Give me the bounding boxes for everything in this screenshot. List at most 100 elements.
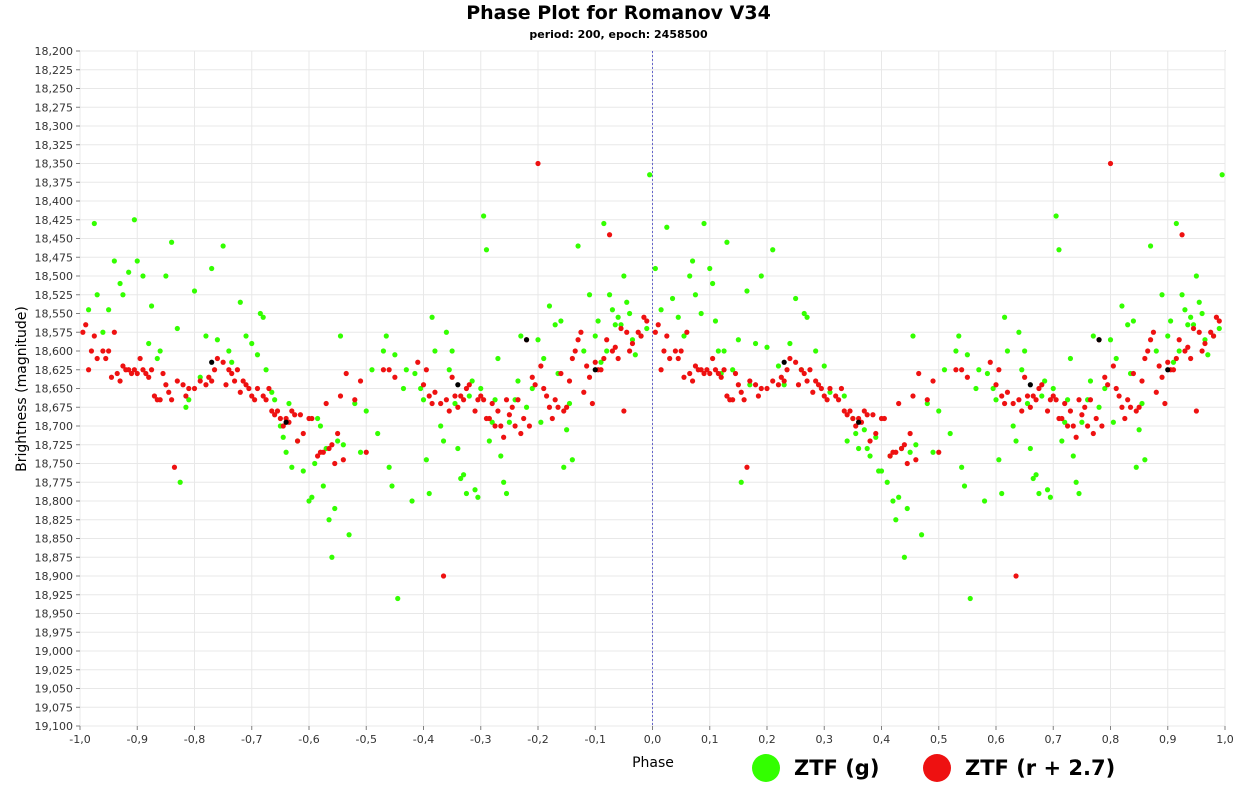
y-tick-label: 19,075: [35, 701, 74, 714]
data-point-series-1: [1182, 348, 1188, 354]
y-tick-label: 19,050: [35, 683, 74, 696]
data-point-series-1: [841, 408, 847, 414]
y-tick-label: 18,650: [35, 383, 74, 396]
data-point-series-1: [283, 415, 289, 422]
data-point-series-0: [478, 385, 484, 392]
data-point-series-0: [1090, 333, 1096, 339]
data-point-series-1: [111, 329, 117, 335]
x-tick-label: -0,3: [470, 733, 491, 746]
data-point-series-0: [335, 438, 341, 444]
data-point-series-0: [312, 460, 318, 467]
data-point-series-0: [1219, 172, 1225, 178]
data-point-series-1: [249, 393, 255, 399]
data-point-series-1: [1208, 329, 1214, 335]
data-point-series-1: [1087, 397, 1094, 403]
data-point-series-1: [873, 430, 879, 437]
data-point-series-1: [415, 359, 421, 365]
x-axis: -1,0 -0,9 -0,8 -0,7 -0,6 -0,5 -0,4 -0,3 -0,2 -0,1…: [69, 726, 1234, 746]
x-tick-label: 0,1: [701, 733, 719, 746]
data-point-series-0: [389, 483, 395, 489]
data-point-series-0: [644, 325, 650, 332]
data-point-series-0: [483, 247, 490, 253]
data-point-series-1: [512, 423, 518, 429]
data-point-series-1: [206, 374, 212, 380]
data-point-series-0: [770, 247, 776, 253]
data-point-series-0: [861, 427, 867, 433]
data-point-series-2: [781, 359, 787, 365]
data-point-series-0: [1139, 400, 1145, 407]
data-point-series-1: [747, 378, 753, 384]
data-point-series-0: [1136, 427, 1142, 433]
data-point-series-1: [1050, 393, 1056, 399]
data-point-series-1: [443, 397, 449, 403]
data-point-series-1: [629, 340, 636, 347]
data-point-series-0: [735, 337, 741, 343]
data-point-series-1: [621, 408, 627, 414]
data-point-series-1: [707, 370, 713, 377]
data-point-series-1: [240, 378, 246, 384]
data-point-series-0: [692, 292, 699, 298]
data-point-series-1: [627, 348, 633, 354]
data-point-series-1: [738, 389, 744, 395]
data-point-series-0: [1188, 314, 1194, 320]
chart-title: Phase Plot for Romanov V34: [466, 2, 771, 24]
data-point-series-0: [169, 239, 175, 245]
data-point-series-1: [254, 385, 261, 392]
data-point-series-0: [598, 359, 604, 365]
data-point-series-1: [83, 322, 89, 328]
y-tick-label: 19,000: [35, 645, 74, 658]
data-point-series-1: [853, 423, 859, 429]
data-point-series-1: [1090, 430, 1096, 437]
data-point-series-0: [100, 329, 106, 335]
data-point-series-0: [501, 479, 507, 485]
data-point-series-0: [689, 258, 696, 264]
data-point-series-0: [999, 490, 1005, 497]
data-point-series-1: [220, 359, 226, 365]
data-point-series-0: [481, 213, 487, 219]
data-point-series-1: [609, 348, 616, 354]
data-point-series-1: [784, 367, 790, 373]
data-point-series-0: [967, 595, 973, 602]
data-point-series-0: [595, 318, 601, 324]
data-point-series-1: [787, 355, 793, 362]
data-point-series-0: [523, 404, 530, 410]
data-point-series-0: [409, 498, 415, 504]
x-tick-label: -0,7: [241, 733, 262, 746]
data-point-series-0: [148, 303, 155, 309]
data-point-series-0: [715, 348, 721, 354]
data-point-series-1: [1145, 348, 1151, 354]
data-point-series-1: [1196, 329, 1202, 335]
data-point-series-1: [518, 430, 524, 437]
x-tick-label: 0,2: [758, 733, 776, 746]
data-point-series-0: [289, 464, 295, 470]
data-point-series-1: [515, 397, 521, 403]
data-point-series-0: [758, 273, 764, 279]
y-tick-label: 18,425: [35, 214, 74, 227]
data-point-series-1: [501, 434, 507, 440]
data-point-series-0: [1182, 307, 1188, 313]
data-points: [80, 160, 1225, 602]
y-tick-label: 18,925: [35, 589, 74, 602]
data-point-series-1: [953, 367, 959, 373]
data-point-series-0: [821, 363, 827, 369]
data-point-series-0: [337, 333, 344, 339]
data-point-series-0: [629, 337, 636, 343]
data-point-series-0: [996, 457, 1002, 463]
y-tick-label: 18,800: [35, 495, 74, 508]
data-point-series-1: [744, 464, 750, 470]
data-point-series-1: [672, 348, 679, 354]
data-point-series-1: [996, 367, 1002, 373]
data-point-series-1: [214, 355, 220, 362]
data-point-series-1: [959, 367, 965, 373]
data-point-series-0: [383, 333, 389, 339]
data-point-series-1: [323, 400, 329, 407]
data-point-series-0: [426, 490, 432, 497]
data-point-series-0: [1010, 423, 1016, 429]
data-point-series-1: [392, 374, 398, 380]
data-point-series-1: [1170, 367, 1177, 373]
data-point-series-1: [592, 359, 598, 365]
data-point-series-1: [658, 367, 664, 373]
data-point-series-1: [1190, 325, 1197, 332]
data-point-series-1: [269, 408, 275, 414]
data-point-series-1: [94, 355, 100, 362]
